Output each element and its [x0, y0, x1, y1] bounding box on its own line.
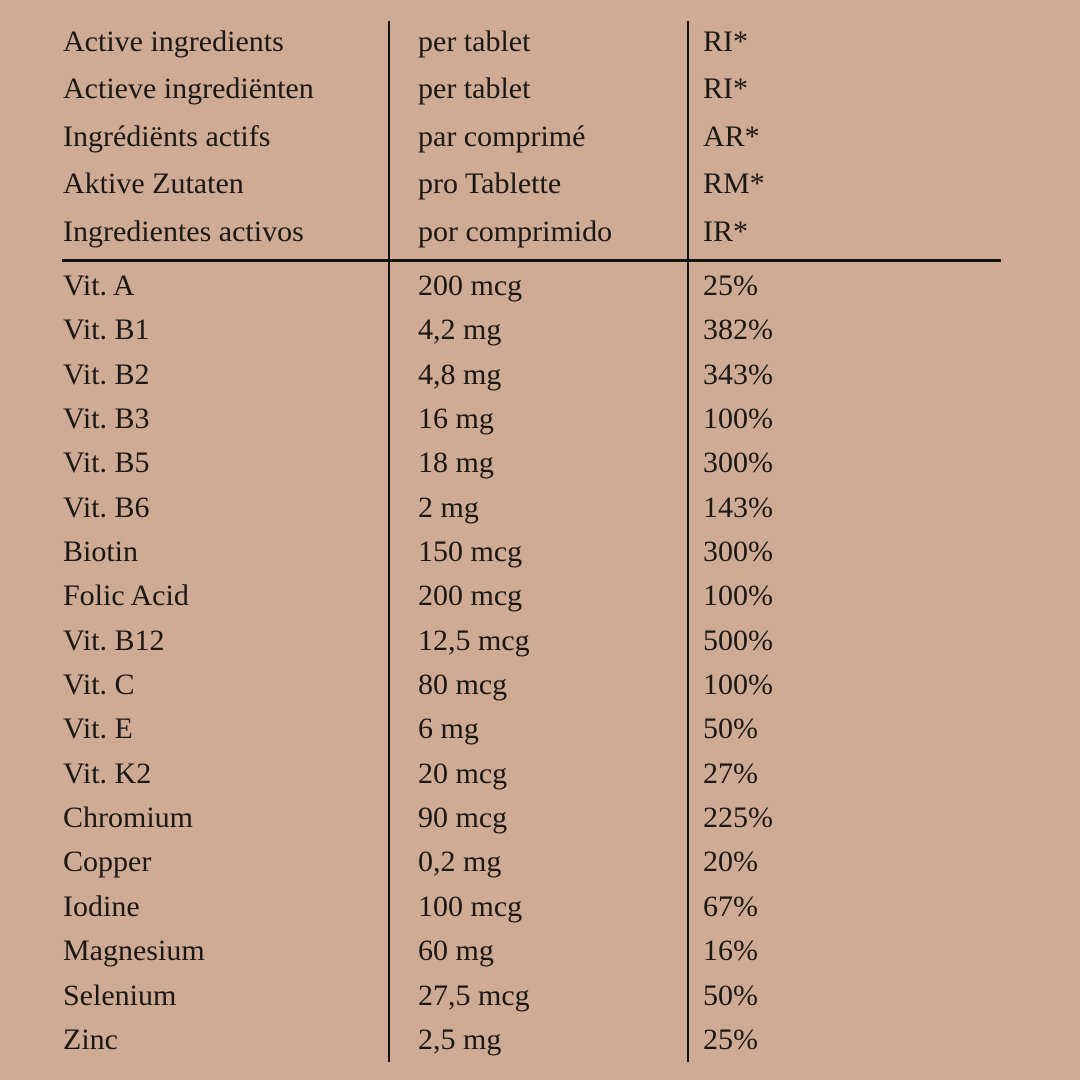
ingredient-ri: 500% — [703, 623, 773, 657]
ingredient-ri: 100% — [703, 579, 773, 613]
ingredient-amount: 4,2 mg — [418, 313, 502, 347]
ingredient-name: Selenium — [63, 978, 177, 1012]
ingredient-ri: 20% — [703, 845, 758, 879]
ingredient-amount: 4,8 mg — [418, 357, 502, 391]
ingredient-amount: 0,2 mg — [418, 845, 502, 879]
header-ingredients-label: Active ingredients — [63, 25, 284, 58]
ingredient-amount: 16 mg — [418, 402, 494, 436]
ingredient-amount: 100 mcg — [418, 889, 523, 923]
ingredient-amount: 80 mcg — [418, 668, 508, 702]
header-divider-rule — [62, 259, 1001, 262]
header-ri-label: RM* — [703, 167, 765, 201]
table-header-row: Ingredientes activos por comprimido IR* — [63, 208, 1018, 255]
ingredient-name: Biotin — [63, 535, 139, 569]
table-header-row: Aktive Zutaten pro Tablette RM* — [63, 160, 1018, 207]
ingredient-amount: 60 mg — [418, 934, 494, 968]
column-divider-1 — [388, 21, 390, 1062]
ingredient-amount: 2 mg — [418, 490, 479, 524]
ingredient-name: Vit. B2 — [63, 357, 150, 391]
table-row: Vit. B5 18 mg 300% — [63, 441, 1018, 485]
ingredient-amount: 90 mcg — [418, 801, 508, 835]
ingredient-name: Vit. B3 — [63, 402, 150, 436]
ingredient-amount: 20 mcg — [418, 756, 508, 790]
ingredient-ri: 50% — [703, 712, 758, 746]
ingredient-ri: 67% — [703, 889, 758, 923]
table-body: Vit. A 200 mcg 25% Vit. B1 4,2 mg 382% V… — [63, 264, 1018, 1062]
ingredient-amount: 200 mcg — [418, 269, 523, 302]
ingredient-name: Chromium — [63, 801, 194, 835]
header-ingredients-label: Ingrédiënts actifs — [63, 119, 271, 153]
table-row: Vit. C 80 mcg 100% — [63, 663, 1018, 707]
table-row: Vit. B3 16 mg 100% — [63, 397, 1018, 441]
header-ri-label: RI* — [703, 25, 748, 58]
ingredient-name: Copper — [63, 845, 152, 879]
table-row: Magnesium 60 mg 16% — [63, 929, 1018, 973]
ingredient-ri: 25% — [703, 1022, 758, 1056]
ingredient-amount: 27,5 mcg — [418, 978, 530, 1012]
ingredient-ri: 25% — [703, 269, 758, 302]
ingredient-ri: 50% — [703, 978, 758, 1012]
ingredient-ri: 143% — [703, 490, 773, 524]
column-divider-2 — [687, 21, 689, 1062]
ingredient-amount: 200 mcg — [418, 579, 523, 613]
table-header-row: Active ingredients per tablet RI* — [63, 18, 1018, 65]
header-ri-label: AR* — [703, 119, 760, 153]
ingredient-ri: 27% — [703, 756, 758, 790]
ingredient-amount: 18 mg — [418, 446, 494, 480]
table-row: Vit. E 6 mg 50% — [63, 707, 1018, 751]
table-row: Selenium 27,5 mcg 50% — [63, 974, 1018, 1018]
table-header-row: Ingrédiënts actifs par comprimé AR* — [63, 113, 1018, 160]
table-row: Folic Acid 200 mcg 100% — [63, 574, 1018, 618]
ingredient-name: Iodine — [63, 889, 140, 923]
table-row: Vit. B2 4,8 mg 343% — [63, 353, 1018, 397]
header-per-unit-label: par comprimé — [418, 119, 586, 153]
ingredient-ri: 100% — [703, 402, 773, 436]
header-ri-label: IR* — [703, 214, 748, 248]
ingredient-name: Vit. E — [63, 712, 133, 746]
header-per-unit-label: per tablet — [418, 72, 531, 106]
ingredient-name: Zinc — [63, 1022, 118, 1056]
ingredient-amount: 6 mg — [418, 712, 479, 746]
ingredient-ri: 225% — [703, 801, 773, 835]
ingredient-name: Vit. C — [63, 668, 135, 702]
ingredient-ri: 343% — [703, 357, 773, 391]
ingredient-amount: 150 mcg — [418, 535, 523, 569]
table-row: Iodine 100 mcg 67% — [63, 885, 1018, 929]
ingredient-ri: 100% — [703, 668, 773, 702]
table-row: Vit. B6 2 mg 143% — [63, 486, 1018, 530]
table-row: Zinc 2,5 mg 25% — [63, 1018, 1018, 1062]
header-ingredients-label: Actieve ingrediënten — [63, 72, 314, 106]
ingredient-amount: 12,5 mcg — [418, 623, 530, 657]
ingredient-name: Vit. A — [63, 269, 135, 302]
ingredient-ri: 382% — [703, 313, 773, 347]
table-header-row: Actieve ingrediënten per tablet RI* — [63, 65, 1018, 112]
ingredient-name: Vit. B12 — [63, 623, 165, 657]
header-per-unit-label: pro Tablette — [418, 167, 562, 201]
table-row: Chromium 90 mcg 225% — [63, 796, 1018, 840]
header-ingredients-label: Aktive Zutaten — [63, 167, 244, 201]
table-row: Copper 0,2 mg 20% — [63, 840, 1018, 884]
table-row: Vit. A 200 mcg 25% — [63, 264, 1018, 308]
ingredient-name: Folic Acid — [63, 579, 189, 613]
ingredient-amount: 2,5 mg — [418, 1022, 502, 1056]
ingredient-name: Vit. B1 — [63, 313, 150, 347]
ingredient-name: Vit. B5 — [63, 446, 150, 480]
table-row: Vit. B12 12,5 mcg 500% — [63, 619, 1018, 663]
table-header: Active ingredients per tablet RI* Actiev… — [63, 18, 1018, 255]
ingredient-ri: 16% — [703, 934, 758, 968]
ingredient-name: Vit. B6 — [63, 490, 150, 524]
header-ri-label: RI* — [703, 72, 748, 106]
table-row: Vit. K2 20 mcg 27% — [63, 752, 1018, 796]
header-per-unit-label: por comprimido — [418, 214, 613, 248]
header-ingredients-label: Ingredientes activos — [63, 214, 304, 248]
ingredient-ri: 300% — [703, 535, 773, 569]
ingredient-name: Vit. K2 — [63, 756, 152, 790]
table-row: Vit. B1 4,2 mg 382% — [63, 308, 1018, 352]
ingredient-name: Magnesium — [63, 934, 205, 968]
header-per-unit-label: per tablet — [418, 25, 531, 58]
ingredient-ri: 300% — [703, 446, 773, 480]
table-row: Biotin 150 mcg 300% — [63, 530, 1018, 574]
